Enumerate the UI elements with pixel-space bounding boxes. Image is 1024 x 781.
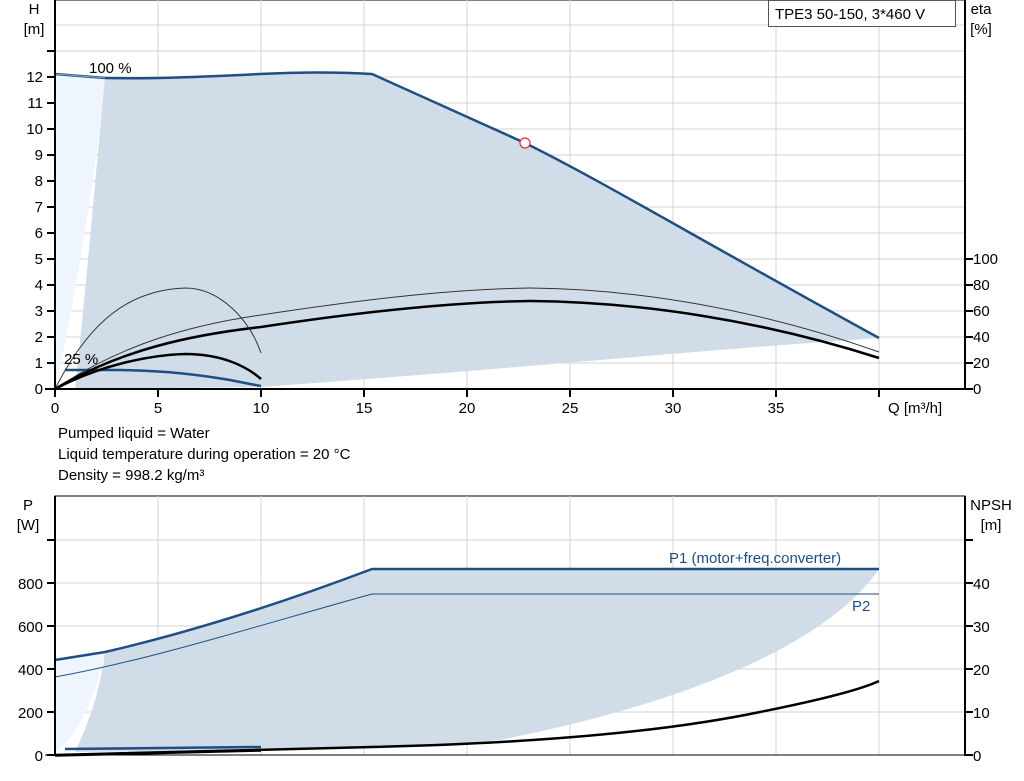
- svg-text:7: 7: [35, 199, 43, 216]
- svg-text:0: 0: [35, 381, 43, 398]
- bottom-operating-area: [75, 569, 879, 752]
- annotation-25-percent: 25 %: [64, 351, 98, 368]
- q-axis-title: Q [m³/h]: [888, 400, 942, 417]
- h-axis-title: H: [29, 1, 40, 18]
- p-axis-labels: 0 200 400 600 800: [18, 576, 43, 765]
- eta-axis-unit: [%]: [970, 21, 992, 38]
- p-axis-ticks: [47, 539, 55, 756]
- svg-text:100: 100: [973, 251, 998, 268]
- eta-axis-title: eta: [971, 1, 993, 18]
- svg-text:25: 25: [562, 400, 579, 417]
- svg-text:0: 0: [973, 748, 981, 765]
- svg-text:8: 8: [35, 173, 43, 190]
- svg-text:0: 0: [51, 400, 59, 417]
- svg-text:3: 3: [35, 303, 43, 320]
- svg-text:1: 1: [35, 355, 43, 372]
- svg-text:10: 10: [973, 705, 990, 722]
- p-axis-unit: [W]: [17, 517, 40, 534]
- svg-text:10: 10: [253, 400, 270, 417]
- svg-text:400: 400: [18, 662, 43, 679]
- svg-text:0: 0: [35, 748, 43, 765]
- svg-text:20: 20: [973, 355, 990, 372]
- svg-text:30: 30: [665, 400, 682, 417]
- bottom-light-area: [55, 652, 105, 752]
- bottom-chart: P1 (motor+freq.converter) P2 0 200 400 6…: [17, 495, 1012, 765]
- svg-text:20: 20: [459, 400, 476, 417]
- svg-text:10: 10: [26, 121, 43, 138]
- npsh-axis-unit: [m]: [981, 517, 1002, 534]
- eta-axis-labels: 0 20 40 60 80 100: [973, 251, 998, 398]
- svg-text:9: 9: [35, 147, 43, 164]
- eta-axis-ticks: [965, 258, 973, 390]
- svg-text:40: 40: [973, 329, 990, 346]
- eta-curve-25-thin: [54, 287, 262, 390]
- q-axis-ticks: [54, 389, 880, 397]
- liquid-temperature-info: Liquid temperature during operation = 20…: [58, 446, 351, 463]
- top-light-area: [55, 74, 105, 389]
- h-axis-labels: 0 1 2 3 4 5 6 7 8 9 10 11 12: [26, 69, 43, 398]
- p1-curve: [54, 567, 879, 662]
- svg-text:5: 5: [35, 251, 43, 268]
- top-operating-area: [75, 72, 879, 389]
- svg-text:15: 15: [356, 400, 373, 417]
- annotation-100-percent: 100 %: [89, 60, 132, 77]
- svg-text:800: 800: [18, 576, 43, 593]
- q-axis-labels: 0 5 10 15 20 25 30 35: [51, 400, 785, 417]
- svg-text:600: 600: [18, 619, 43, 636]
- p-axis-title: P: [23, 497, 33, 514]
- npsh-curve: [54, 679, 880, 757]
- svg-text:20: 20: [973, 662, 990, 679]
- svg-text:6: 6: [35, 225, 43, 242]
- top-chart: 100 % 25 % 0 1 2 3 4 5 6 7 8 9 10: [24, 0, 998, 417]
- svg-text:80: 80: [973, 277, 990, 294]
- svg-text:2: 2: [35, 329, 43, 346]
- p2-curve: [54, 593, 879, 678]
- npsh-axis-labels: 0 10 20 30 40: [973, 576, 990, 765]
- density-info: Density = 998.2 kg/m³: [58, 467, 205, 484]
- h-axis-unit: [m]: [24, 21, 45, 38]
- svg-text:40: 40: [973, 576, 990, 593]
- svg-text:11: 11: [27, 95, 43, 112]
- p2-label: P2: [852, 598, 870, 615]
- duty-point-marker[interactable]: [519, 137, 531, 149]
- npsh-axis-ticks: [965, 539, 973, 756]
- pumped-liquid-info: Pumped liquid = Water: [58, 425, 210, 442]
- npsh-axis-title: NPSH: [970, 497, 1012, 514]
- svg-text:30: 30: [973, 619, 990, 636]
- pump-title-box: TPE3 50-150, 3*460 V: [768, 0, 956, 27]
- eta-curve-25-thick: [54, 352, 262, 391]
- h-curve-25: [65, 368, 262, 388]
- p1-curve-25: [64, 745, 262, 751]
- h-curve-100: [54, 71, 880, 340]
- eta-curve-100-thick: [54, 299, 880, 391]
- svg-text:200: 200: [18, 705, 43, 722]
- svg-text:0: 0: [973, 381, 981, 398]
- svg-text:60: 60: [973, 303, 990, 320]
- p1-label: P1 (motor+freq.converter): [669, 550, 841, 567]
- eta-curve-100-thin: [54, 287, 880, 390]
- h-axis-ticks: [47, 50, 55, 390]
- svg-text:4: 4: [35, 277, 43, 294]
- svg-text:12: 12: [26, 69, 43, 86]
- svg-text:5: 5: [154, 400, 162, 417]
- svg-text:35: 35: [768, 400, 785, 417]
